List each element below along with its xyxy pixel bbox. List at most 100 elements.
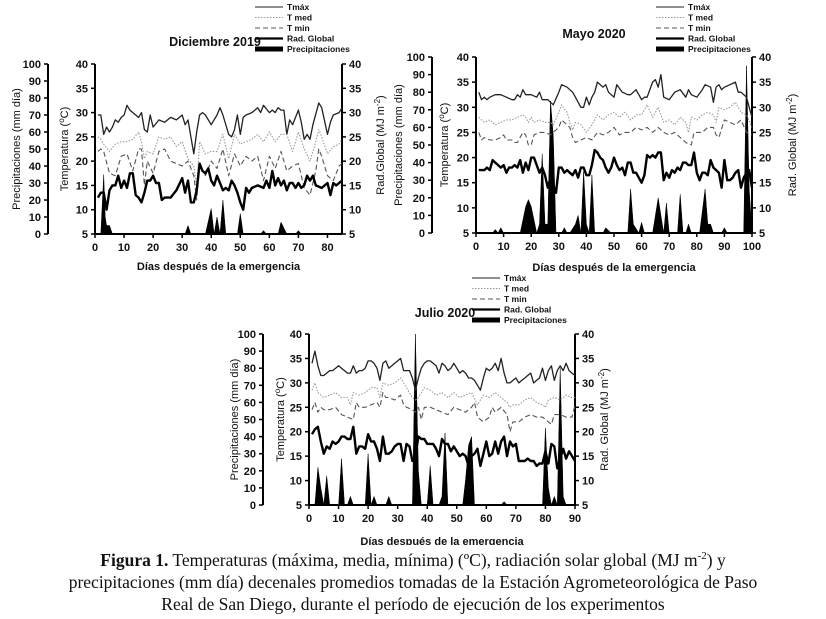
precip-tick-label: 100 (407, 52, 425, 64)
precip-tick-label: 40 (29, 161, 41, 173)
x-tick-label: 40 (205, 242, 217, 254)
x-tick-label: 30 (553, 241, 565, 253)
caption-label: Figura 1. (100, 549, 169, 570)
y-axis-label-left: Temperatura (oC) (437, 103, 451, 188)
precip-tick-label: 0 (250, 500, 256, 512)
series-precipitaciones-area (476, 65, 753, 234)
right-tick-label: 30 (759, 102, 771, 114)
precip-tick-label: 40 (413, 158, 425, 170)
legend-label: Precipitaciones (504, 315, 567, 325)
precip-tick-label: 30 (413, 175, 425, 187)
x-tick-label: 100 (743, 241, 761, 253)
x-tick-label: 0 (473, 241, 479, 253)
precip-tick-label: 10 (29, 212, 41, 224)
x-axis-label: Días después de la emergencia (137, 261, 301, 273)
temp-tick-label: 40 (457, 52, 469, 64)
precip-tick-label: 30 (244, 449, 256, 461)
series-t-min-line (97, 148, 343, 201)
x-tick-label: 70 (663, 241, 675, 253)
series-rad-global-line (478, 148, 754, 194)
temp-tick-label: 15 (76, 180, 88, 192)
temp-tick-label: 5 (296, 500, 302, 512)
legend-label: T med (287, 13, 312, 23)
x-tick-label: 50 (608, 241, 620, 253)
precip-tick-label: 10 (244, 483, 256, 495)
precip-tick-label: 60 (29, 127, 41, 139)
legend-label: T min (287, 23, 310, 33)
right-tick-label: 15 (582, 451, 594, 463)
legend-swatch-4 (255, 46, 283, 52)
temp-tick-label: 25 (290, 402, 302, 414)
temp-tick-label: 20 (457, 153, 469, 165)
temp-tick-label: 40 (290, 329, 302, 341)
legend-label: Precipitaciones (688, 44, 751, 54)
right-tick-label: 30 (582, 378, 594, 390)
series-t-med-line (97, 129, 343, 189)
right-tick-label: 25 (759, 127, 771, 139)
temp-tick-label: 10 (457, 203, 469, 215)
right-tick-label: 35 (582, 353, 594, 365)
precip-tick-label: 100 (23, 59, 41, 71)
right-tick-label: 25 (349, 132, 361, 144)
x-tick-label: 10 (497, 241, 509, 253)
precip-tick-label: 70 (413, 105, 425, 117)
x-tick-label: 80 (539, 513, 551, 525)
temp-tick-label: 25 (457, 127, 469, 139)
precip-tick-label: 0 (419, 228, 425, 240)
precip-tick-label: 30 (29, 178, 41, 190)
precip-tick-label: 90 (413, 70, 425, 82)
legend-label: Tmáx (287, 2, 309, 12)
y-axis-label-left: Temperatura (oC) (57, 107, 71, 192)
x-tick-label: 90 (718, 241, 730, 253)
x-tick-label: 60 (635, 241, 647, 253)
temp-tick-label: 40 (76, 59, 88, 71)
legend-label: Tmáx (688, 2, 710, 12)
x-tick-label: 80 (691, 241, 703, 253)
caption-superscript: -2 (697, 550, 707, 562)
x-tick-label: 60 (480, 513, 492, 525)
precip-tick-label: 60 (413, 122, 425, 134)
temp-tick-label: 10 (76, 205, 88, 217)
right-tick-label: 20 (759, 153, 771, 165)
temp-tick-label: 25 (76, 132, 88, 144)
x-axis-label: Días después de la emergencia (360, 536, 524, 545)
series-precipitaciones-area (95, 174, 342, 235)
series-tm-x-line (311, 350, 576, 391)
x-tick-label: 20 (147, 242, 159, 254)
right-tick-label: 40 (349, 59, 361, 71)
right-tick-label: 30 (349, 108, 361, 120)
series-tm-x-line (97, 102, 343, 155)
temp-tick-label: 5 (463, 228, 469, 240)
precip-tick-label: 90 (29, 76, 41, 88)
legend-label: Precipitaciones (287, 44, 350, 54)
x-tick-label: 60 (263, 242, 275, 254)
precip-tick-label: 60 (244, 397, 256, 409)
figure-caption: Figura 1. Temperaturas (máxima, media, m… (0, 545, 826, 615)
y-axis-label-left: Temperatura (oC) (273, 377, 287, 462)
x-axis-label: Días después de la emergencia (532, 262, 696, 274)
temp-tick-label: 20 (290, 427, 302, 439)
right-tick-label: 10 (349, 205, 361, 217)
x-tick-label: 10 (332, 513, 344, 525)
chart-title: Mayo 2020 (562, 27, 625, 41)
y-axis-label-right: Rad. Global (MJ m-2) (785, 94, 799, 197)
x-tick-label: 70 (510, 513, 522, 525)
precip-tick-label: 80 (244, 363, 256, 375)
x-tick-label: 20 (525, 241, 537, 253)
legend-label: T min (688, 23, 711, 33)
x-tick-label: 0 (306, 513, 312, 525)
legend-label: Tmáx (504, 273, 526, 283)
right-tick-label: 35 (759, 77, 771, 89)
caption-text-1-end: ) y (706, 549, 726, 570)
x-tick-label: 50 (234, 242, 246, 254)
temp-tick-label: 15 (457, 178, 469, 190)
series-t-min-line (478, 119, 753, 146)
caption-text-3: Real de San Diego, durante el período de… (161, 593, 665, 614)
precip-tick-label: 50 (413, 140, 425, 152)
x-tick-label: 30 (392, 513, 404, 525)
series-tm-x-line (478, 73, 753, 118)
precip-tick-label: 20 (29, 195, 41, 207)
